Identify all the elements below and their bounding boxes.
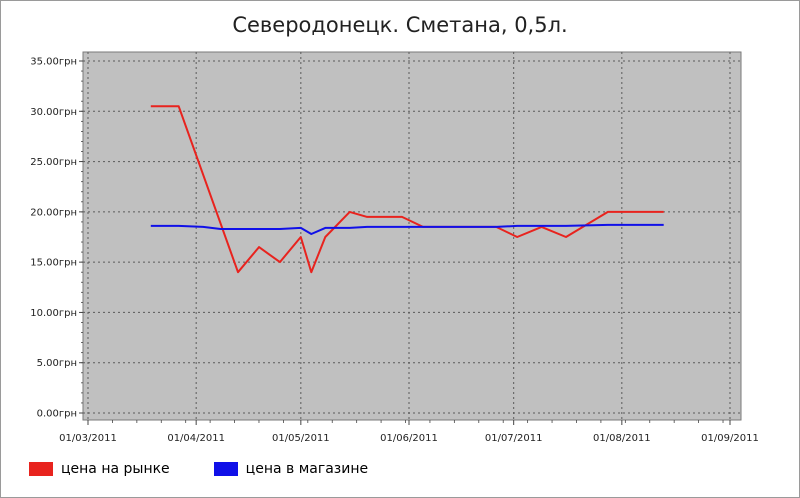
legend-item-store: цена в магазине xyxy=(213,461,369,477)
x-tick-label: 01/05/2011 xyxy=(272,433,330,444)
legend-swatch-store xyxy=(213,462,238,476)
x-tick-label: 01/09/2011 xyxy=(701,433,759,444)
plot-area xyxy=(82,51,742,421)
x-tick-label: 01/06/2011 xyxy=(380,433,438,444)
series-line-market xyxy=(150,105,664,274)
y-tick-label: 25.00грн xyxy=(30,157,77,168)
y-tick-label: 15.00грн xyxy=(30,258,77,269)
legend-swatch-market xyxy=(29,462,53,476)
x-tick-label: 01/03/2011 xyxy=(59,433,117,444)
y-tick-label: 0.00грн xyxy=(37,409,77,420)
y-tick-label: 30.00грн xyxy=(30,107,77,118)
y-tick-label: 35.00грн xyxy=(30,57,77,68)
legend-item-market: цена на рынке xyxy=(29,461,170,477)
x-tick-label: 01/04/2011 xyxy=(167,433,225,444)
x-tick-label: 01/08/2011 xyxy=(593,433,651,444)
chart-title: Северодонецк. Сметана, 0,5л. xyxy=(232,13,568,37)
x-tick-label: 01/07/2011 xyxy=(485,433,543,444)
y-tick-label: 5.00грн xyxy=(37,358,77,369)
legend-label-market: цена на рынке xyxy=(61,461,170,477)
y-tick-label: 20.00грн xyxy=(30,207,77,218)
y-tick-label: 10.00грн xyxy=(30,308,77,319)
legend: цена на рынке цена в магазине xyxy=(29,461,412,477)
legend-label-store: цена в магазине xyxy=(245,461,369,477)
series-line-store xyxy=(150,223,664,235)
